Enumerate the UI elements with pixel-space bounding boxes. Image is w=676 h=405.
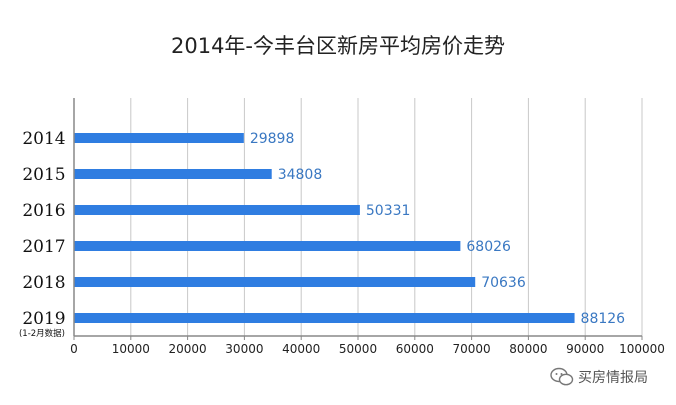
x-tick-label: 0 — [70, 342, 78, 356]
x-tick-label: 80000 — [509, 342, 547, 356]
y-tick-label: 2019 — [22, 309, 65, 329]
bar-2018 — [74, 277, 476, 287]
gridlines — [130, 98, 643, 336]
watermark: 买房情报局 — [550, 366, 676, 388]
data-label: 50331 — [366, 203, 411, 219]
x-tick-label: 20000 — [169, 342, 207, 356]
y-tick-label: 2014 — [22, 129, 65, 149]
bars — [74, 133, 575, 323]
data-label: 70636 — [481, 275, 526, 291]
x-tick-label: 100000 — [619, 342, 665, 356]
data-label: 68026 — [466, 239, 511, 255]
x-tick-label: 30000 — [225, 342, 263, 356]
y-tick-label: 2015 — [22, 165, 65, 185]
labels: 0 10000 20000 30000 40000 50000 60000 70000 8000… — [19, 129, 665, 356]
axes — [73, 98, 643, 340]
data-label: 88126 — [581, 311, 626, 327]
x-tick-label: 90000 — [566, 342, 604, 356]
category-annotation: (1-2月数据) — [19, 328, 65, 339]
bar-2015 — [74, 169, 272, 179]
watermark-text: 买房情报局 — [578, 370, 648, 386]
data-label: 34808 — [278, 167, 323, 183]
x-tick-label: 60000 — [396, 342, 434, 356]
x-tick-label: 70000 — [453, 342, 491, 356]
x-tick-label: 50000 — [339, 342, 377, 356]
y-tick-label: 2016 — [22, 201, 65, 221]
x-tick-label: 10000 — [112, 342, 150, 356]
bar-2016 — [74, 205, 360, 215]
data-label: 29898 — [250, 131, 295, 147]
bar-2014 — [74, 133, 244, 143]
bar-2019 — [74, 313, 575, 323]
chart-title: 2014年-今丰台区新房平均房价走势 — [170, 34, 506, 58]
bar-2017 — [74, 241, 461, 251]
y-tick-label: 2017 — [22, 237, 65, 257]
y-tick-label: 2018 — [22, 273, 65, 293]
x-tick-label: 40000 — [282, 342, 320, 356]
wechat-icon — [550, 367, 574, 386]
